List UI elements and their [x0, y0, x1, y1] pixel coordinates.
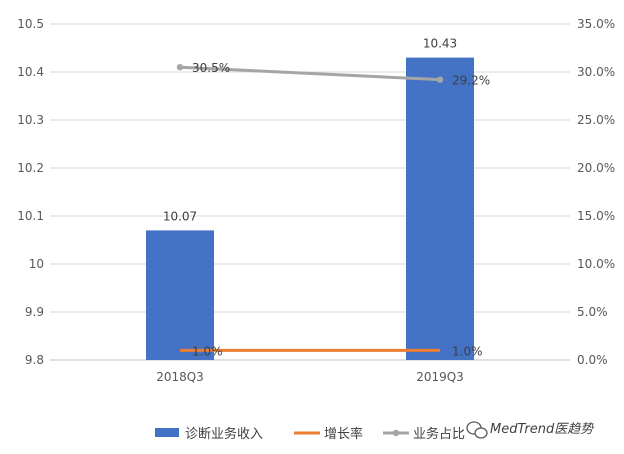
- y-left-tick-label: 10.2: [17, 161, 44, 175]
- line-data-label: 1.0%: [192, 344, 223, 358]
- y-right-tick-label: 15.0%: [577, 209, 615, 223]
- y-right-tick-label: 10.0%: [577, 257, 615, 271]
- wechat-icon: [466, 421, 488, 439]
- y-left-tick-label: 10: [29, 257, 44, 271]
- series-point: [436, 76, 444, 83]
- watermark: MedTrend医趋势: [466, 421, 595, 439]
- y-right-tick-label: 35.0%: [577, 17, 615, 31]
- series-point: [176, 63, 184, 71]
- y-right-tick-label: 20.0%: [577, 161, 615, 175]
- legend: 诊断业务收入 增长率 业务占比: [155, 426, 465, 442]
- bar-series: 10.07 10.43: [146, 37, 474, 360]
- y-right-tick-label: 25.0%: [577, 113, 615, 127]
- x-axis: 2018Q3 2019Q3: [156, 370, 464, 384]
- bar-data-label: 10.07: [163, 209, 197, 223]
- y-left-tick-label: 9.9: [25, 305, 44, 319]
- x-tick-label: 2018Q3: [156, 370, 204, 384]
- legend-label: 诊断业务收入: [185, 426, 263, 442]
- y-right-tick-label: 30.0%: [577, 65, 615, 79]
- y-right-tick-label: 0.0%: [577, 353, 608, 367]
- line-data-label: 30.5%: [192, 61, 230, 75]
- line-data-label: 29.2%: [452, 74, 490, 88]
- y-left-tick-label: 10.5: [17, 17, 44, 31]
- watermark-text: MedTrend医趋势: [490, 422, 595, 437]
- legend-label: 业务占比: [413, 426, 465, 442]
- y-left-tick-label: 10.3: [17, 113, 44, 127]
- legend-marker: [392, 429, 400, 437]
- bar: [146, 230, 214, 360]
- bar-data-label: 10.43: [423, 37, 457, 51]
- series-line: [179, 65, 441, 82]
- gridlines: [50, 23, 570, 361]
- line-data-label: 1.0%: [452, 344, 483, 358]
- legend-swatch: [155, 428, 179, 437]
- y-right-tick-label: 5.0%: [577, 305, 608, 319]
- bar: [406, 57, 474, 360]
- x-tick-label: 2019Q3: [416, 370, 464, 384]
- y-axis-left: 9.8 9.9 10 10.1 10.2 10.3 10.4 10.5: [17, 17, 44, 367]
- y-left-tick-label: 9.8: [25, 353, 44, 367]
- line-series: 1.0% 1.0% 30.5% 29.2%: [176, 61, 490, 358]
- y-left-tick-label: 10.4: [17, 65, 44, 79]
- y-left-tick-label: 10.1: [17, 209, 44, 223]
- y-axis-right: 0.0% 5.0% 10.0% 15.0% 20.0% 25.0% 30.0% 35.0%: [577, 17, 615, 367]
- legend-label: 增长率: [324, 426, 363, 442]
